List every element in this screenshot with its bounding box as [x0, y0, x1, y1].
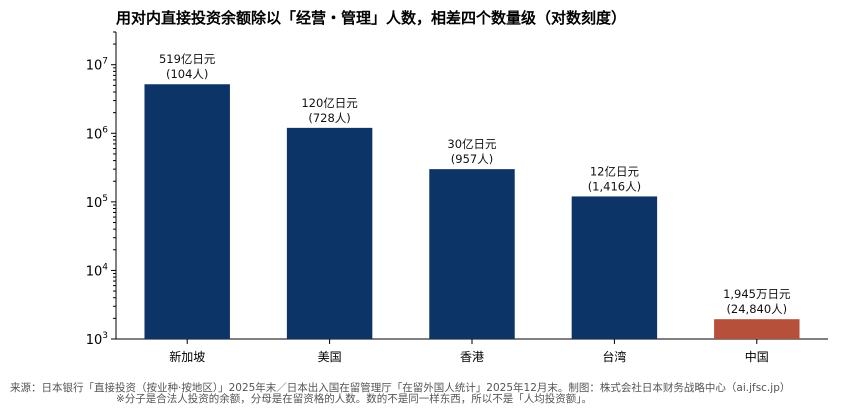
y-tick-base: 10	[86, 333, 103, 348]
y-tick-label: 105	[86, 194, 108, 211]
y-tick-label: 107	[86, 57, 108, 74]
y-tick-exponent: 4	[102, 262, 108, 272]
bar-2	[286, 127, 373, 339]
x-tick-labels-group: 新加坡 美国 香港 台湾 中国	[169, 339, 769, 364]
y-tick-label: 104	[86, 262, 109, 279]
bar-1	[144, 84, 230, 339]
bar-value-label: 1,945万日元	[723, 287, 791, 301]
bar-count-label: (957人)	[451, 152, 493, 166]
x-tick-label: 新加坡	[169, 349, 205, 364]
y-tick-exponent: 6	[102, 125, 108, 135]
y-tick-base: 10	[86, 127, 103, 142]
bar-value-label: 12亿日元	[590, 164, 640, 178]
x-tick-label: 香港	[460, 350, 484, 364]
y-tick-exponent: 3	[102, 331, 108, 341]
y-tick-base: 10	[86, 264, 103, 279]
bar-5	[714, 319, 800, 339]
x-tick-label: 中国	[745, 349, 769, 364]
y-tick-base: 10	[86, 196, 103, 211]
remark-note: ※分子是合法人投资的余额，分母是在留资格的人数。数的不是同一样东西，所以不是「人…	[116, 392, 592, 405]
bar-count-label: (728人)	[308, 111, 350, 125]
chart-title: 用对内直接投资余额除以「经营・管理」人数，相差四个数量级（对数刻度）	[116, 9, 626, 27]
x-tick-label: 美国	[318, 350, 342, 364]
y-tick-label: 103	[86, 331, 108, 348]
bar-3	[429, 169, 515, 339]
bar-value-label: 519亿日元	[159, 52, 216, 66]
bar-value-label: 120亿日元	[301, 96, 358, 110]
bar-count-label: (104人)	[166, 67, 208, 81]
bar-count-label: (1,416人)	[588, 179, 641, 193]
y-tick-label: 106	[86, 125, 109, 142]
bar-4	[571, 196, 658, 339]
y-tick-exponent: 5	[102, 194, 108, 204]
data-labels-group: 519亿日元(104人) 120亿日元(728人) 30亿日元(957人) 12亿日元…	[159, 52, 791, 316]
bar-count-label: (24,840人)	[726, 302, 787, 316]
y-tick-exponent: 7	[102, 57, 108, 67]
bars-group	[144, 84, 800, 339]
x-tick-label: 台湾	[602, 349, 626, 364]
y-tick-base: 10	[86, 59, 103, 74]
bar-value-label: 30亿日元	[447, 137, 497, 151]
source-note: 来源：日本银行「直接投资（按业种·按地区）」2025年末／日本出入国在留管理厅「…	[10, 381, 790, 394]
